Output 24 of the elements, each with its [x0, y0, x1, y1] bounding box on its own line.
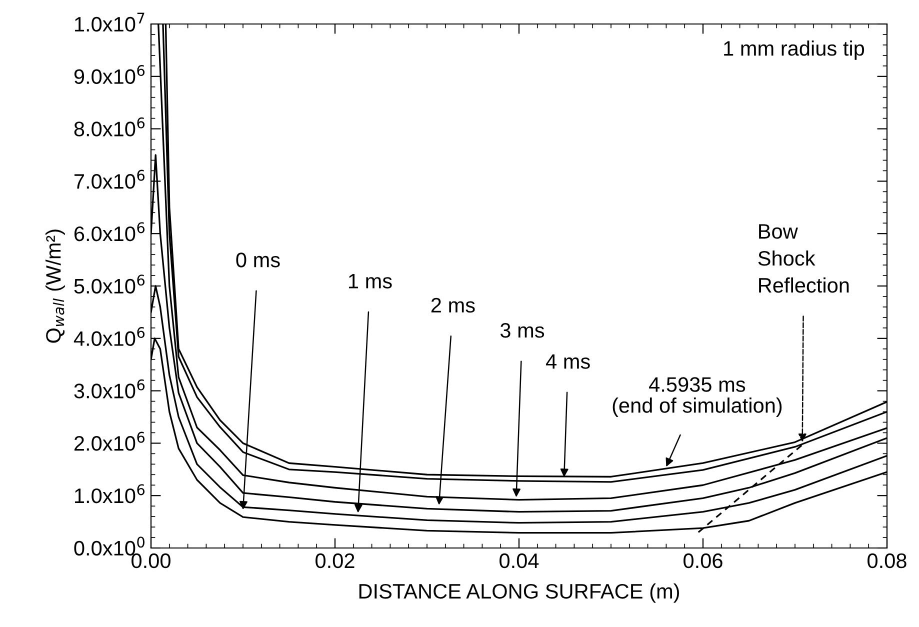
y-axis-title: Q$_{wall}$ (W/m²) — [46, 230, 65, 343]
y-tick-label: 1.0x10$^{6}$ — [75, 484, 145, 504]
y-tick-label: 8.0x10$^{6}$ — [74, 117, 145, 136]
annotation: 3 ms — [500, 323, 544, 338]
annotation: 4.5935 ms (end of simulation) — [612, 377, 782, 417]
y-tick-label: 3.0x10$^{6}$ — [74, 379, 145, 398]
y-tick-label: 2.0x10$^{6}$ — [74, 432, 145, 451]
y-tick-label: 5.0x10$^{6}$ — [74, 274, 145, 294]
annotation: Bow Shock Reflection — [758, 224, 849, 293]
y-tick-label: 7.0x10$^{6}$ — [74, 170, 145, 189]
y-tick-label: 4.0x10$^{6}$ — [74, 326, 145, 346]
x-axis-title: DISTANCE ALONG SURFACE (m) — [359, 583, 679, 603]
y-tick-label: 9.0x10$^{6}$ — [74, 64, 145, 84]
annotation: 0 ms — [236, 252, 280, 268]
y-tick-label: 1.0x10$^{7}$ — [75, 12, 144, 32]
annotation: 1 mm radius tip — [724, 40, 864, 60]
x-tick-label: 0.04 — [500, 553, 539, 568]
annotation: 1 ms — [349, 274, 392, 288]
annotation: 4 ms — [546, 354, 590, 369]
x-tick-label: 0.02 — [316, 553, 354, 568]
annotation: 2 ms — [431, 298, 475, 313]
x-tick-label: 0.06 — [684, 553, 722, 568]
x-tick-label: 0.08 — [868, 553, 906, 568]
y-tick-label: 6.0x10$^{6}$ — [74, 222, 145, 242]
